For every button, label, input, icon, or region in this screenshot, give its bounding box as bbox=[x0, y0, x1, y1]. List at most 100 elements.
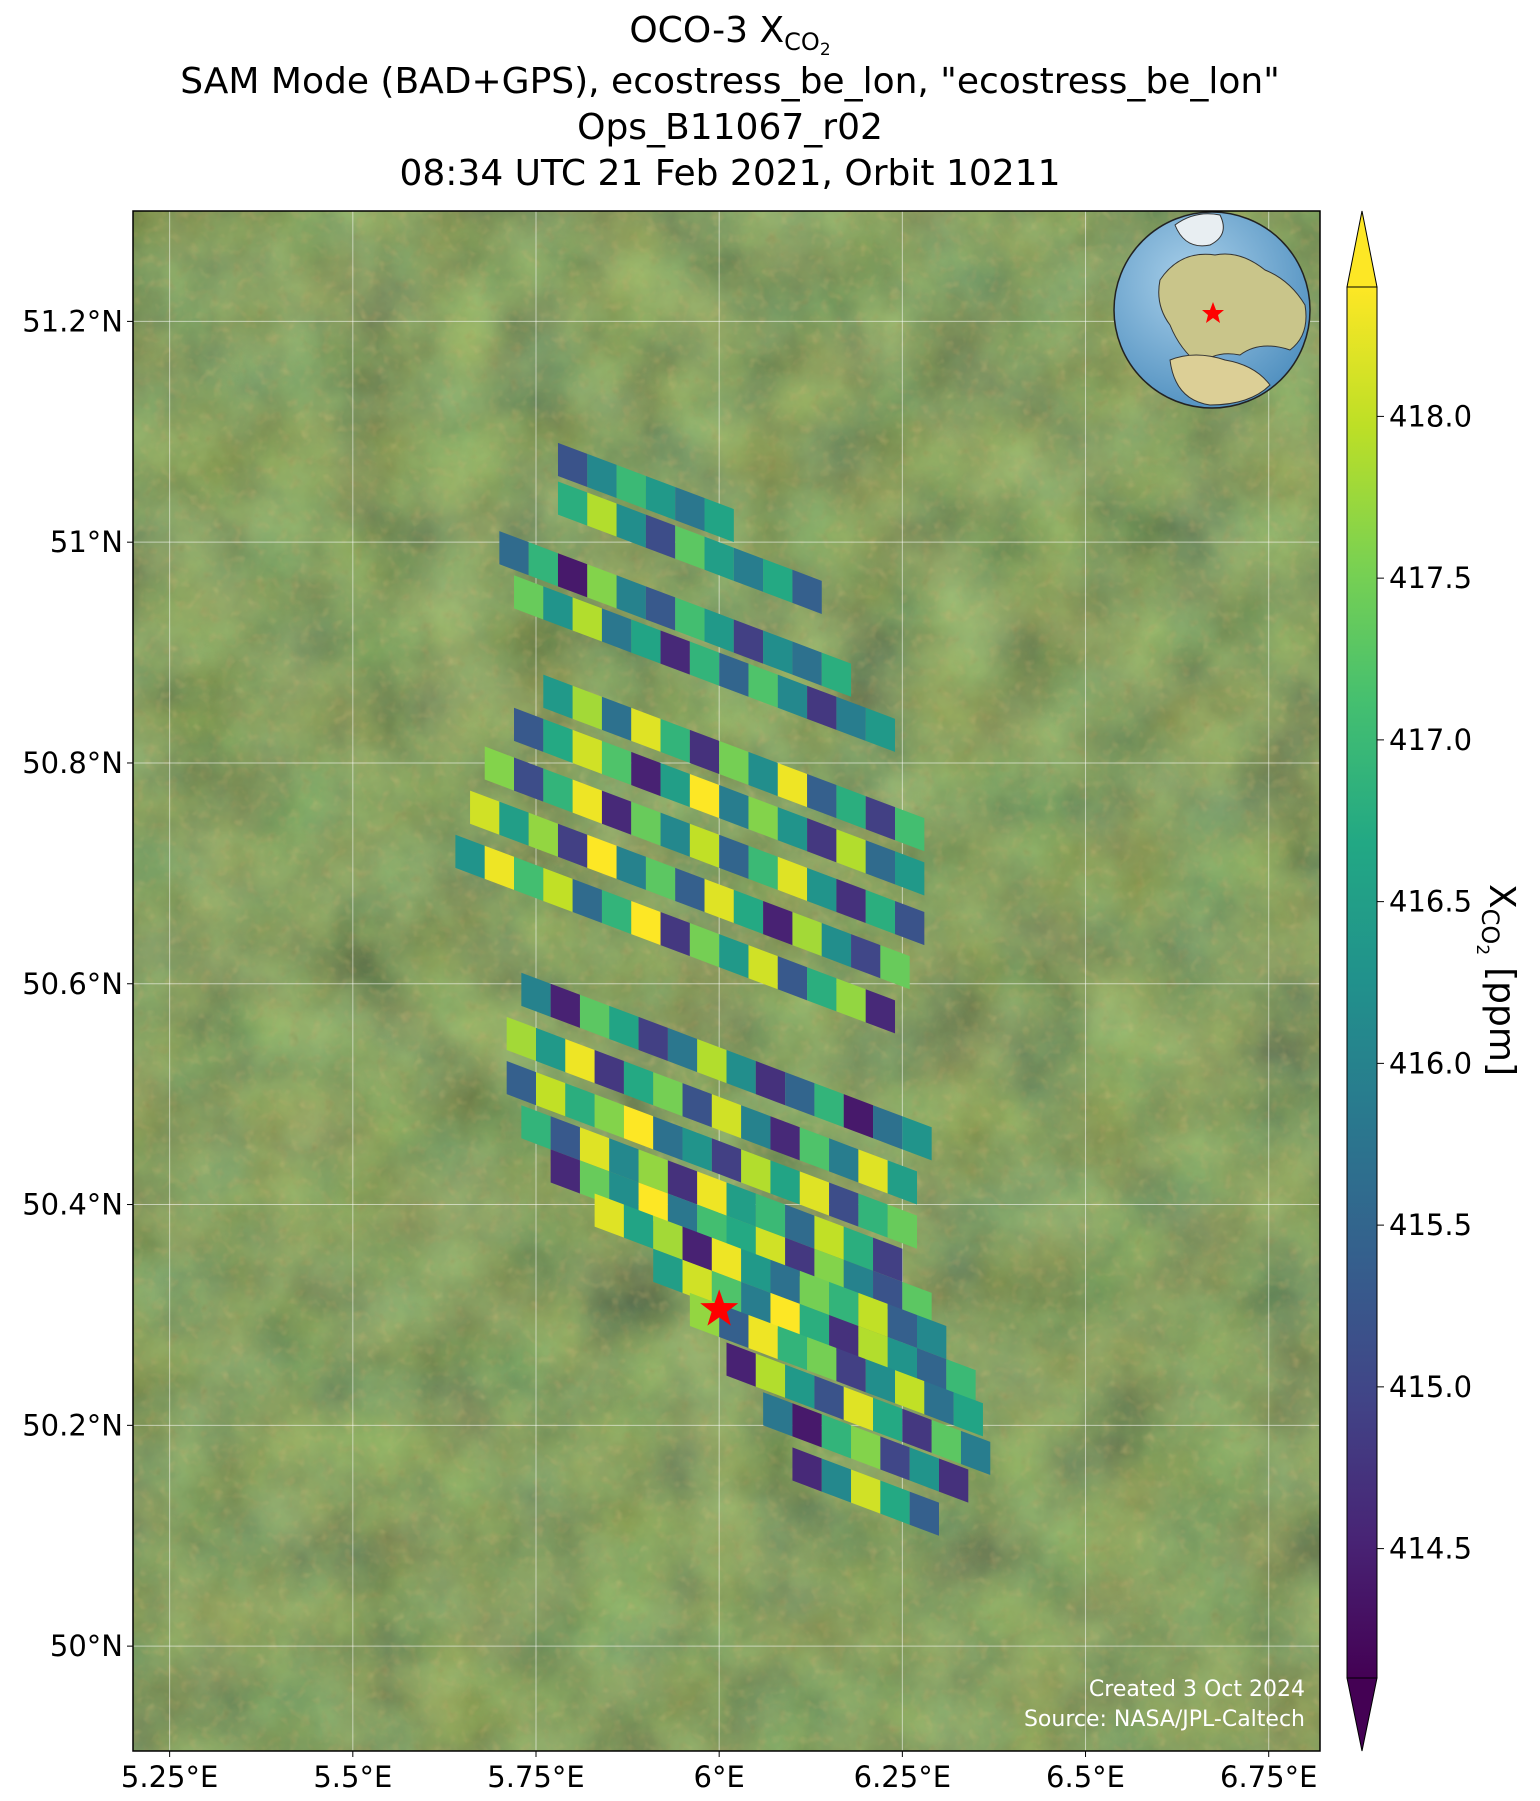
footprint bbox=[623, 1061, 654, 1106]
footprint bbox=[514, 575, 544, 620]
footprint bbox=[719, 740, 749, 786]
footprint bbox=[865, 889, 896, 935]
footprint bbox=[594, 1049, 624, 1095]
footprint bbox=[858, 1149, 888, 1194]
footprint bbox=[807, 867, 837, 913]
footprint bbox=[594, 1094, 624, 1139]
footprint bbox=[748, 1314, 778, 1360]
footprint bbox=[733, 889, 764, 935]
footprint bbox=[506, 1061, 536, 1106]
footprint bbox=[777, 674, 808, 719]
footprint bbox=[873, 1397, 903, 1442]
footprint bbox=[499, 801, 529, 846]
footprint bbox=[521, 1105, 551, 1150]
footprint bbox=[726, 1342, 756, 1387]
footprint bbox=[711, 1237, 742, 1282]
footprint bbox=[807, 685, 837, 730]
footprint bbox=[470, 790, 500, 835]
footprint bbox=[807, 818, 837, 863]
footprint bbox=[938, 1458, 969, 1503]
footprint bbox=[697, 1171, 727, 1216]
footprint bbox=[792, 569, 822, 614]
footprint bbox=[836, 878, 866, 924]
footprint bbox=[550, 983, 580, 1028]
footprint bbox=[616, 503, 646, 548]
footprint bbox=[792, 1447, 822, 1492]
colorbar-tick-label: 415.5 bbox=[1389, 1208, 1472, 1242]
footprint bbox=[484, 746, 515, 791]
footprint bbox=[799, 1171, 830, 1216]
footprint bbox=[865, 989, 896, 1034]
footprint bbox=[631, 900, 661, 946]
footprint bbox=[601, 889, 632, 935]
footprint bbox=[748, 663, 778, 708]
footprint bbox=[579, 1127, 610, 1172]
footprint bbox=[711, 1138, 742, 1183]
footprint bbox=[902, 1408, 932, 1453]
basemap-fields bbox=[133, 211, 1320, 1751]
footprint bbox=[660, 812, 690, 857]
title-symbol: OCO-3 X bbox=[629, 10, 784, 51]
footprint bbox=[653, 1116, 683, 1161]
colorbar-tick-label: 416.0 bbox=[1389, 1046, 1472, 1080]
footprint bbox=[763, 630, 793, 675]
footprint bbox=[550, 1116, 580, 1161]
footprint bbox=[741, 1248, 771, 1293]
footprint bbox=[821, 923, 852, 968]
footprint bbox=[777, 762, 808, 808]
footprint bbox=[565, 1038, 595, 1084]
footprint bbox=[528, 812, 558, 857]
subtitle: SAM Mode (BAD+GPS), ecostress_be_lon, "e… bbox=[180, 61, 1280, 102]
footprint bbox=[836, 1348, 866, 1393]
footprint bbox=[719, 934, 749, 979]
x-tick-label: 6.5°E bbox=[1046, 1760, 1125, 1794]
footprint bbox=[660, 718, 690, 763]
footprint bbox=[748, 796, 778, 841]
colorbar-subsubscript: 2 bbox=[1472, 944, 1492, 955]
colorbar-tick-label: 414.5 bbox=[1389, 1532, 1472, 1566]
footprint bbox=[521, 972, 551, 1017]
footprint bbox=[514, 856, 544, 901]
title: OCO-3 XCO2 bbox=[629, 10, 830, 60]
x-tick-label: 5.5°E bbox=[313, 1760, 392, 1794]
subtitle: Ops_B11067_r02 bbox=[577, 107, 883, 148]
footprint bbox=[895, 807, 925, 852]
footprint bbox=[887, 1303, 918, 1349]
globe-target bbox=[1202, 302, 1224, 323]
footprint bbox=[792, 912, 822, 957]
colorbar-tick-label: 417.5 bbox=[1389, 561, 1472, 595]
footprint bbox=[645, 856, 676, 901]
globe-land bbox=[1158, 253, 1307, 366]
footprint bbox=[506, 1016, 536, 1062]
footprint bbox=[572, 779, 602, 824]
footprint bbox=[689, 923, 720, 968]
footprint bbox=[821, 652, 852, 697]
footprints bbox=[455, 442, 991, 1536]
footprint bbox=[645, 586, 676, 631]
footprint bbox=[601, 740, 632, 786]
footprint bbox=[719, 834, 749, 879]
footprint bbox=[777, 807, 808, 852]
y-tick-label: 50.8°N bbox=[22, 746, 123, 780]
footprint bbox=[535, 1072, 566, 1117]
target-layer bbox=[700, 1289, 739, 1326]
footprint bbox=[777, 856, 808, 901]
x-tick-label: 6.75°E bbox=[1220, 1760, 1317, 1794]
target-marker bbox=[700, 1289, 739, 1326]
footprint bbox=[748, 845, 778, 890]
footprint bbox=[821, 1458, 852, 1503]
footprint bbox=[631, 751, 661, 797]
footprint bbox=[792, 1403, 822, 1448]
footprint bbox=[616, 575, 646, 620]
footprint bbox=[528, 542, 558, 587]
footprint bbox=[594, 1193, 624, 1238]
footprint bbox=[865, 707, 896, 752]
y-tick-label: 51°N bbox=[50, 525, 123, 559]
footprint bbox=[543, 586, 573, 631]
footprint bbox=[851, 1469, 881, 1514]
footprint bbox=[799, 1270, 830, 1315]
footprint bbox=[880, 945, 910, 990]
footprint bbox=[902, 1116, 932, 1161]
footprint bbox=[763, 900, 793, 946]
footprint bbox=[785, 1204, 815, 1249]
